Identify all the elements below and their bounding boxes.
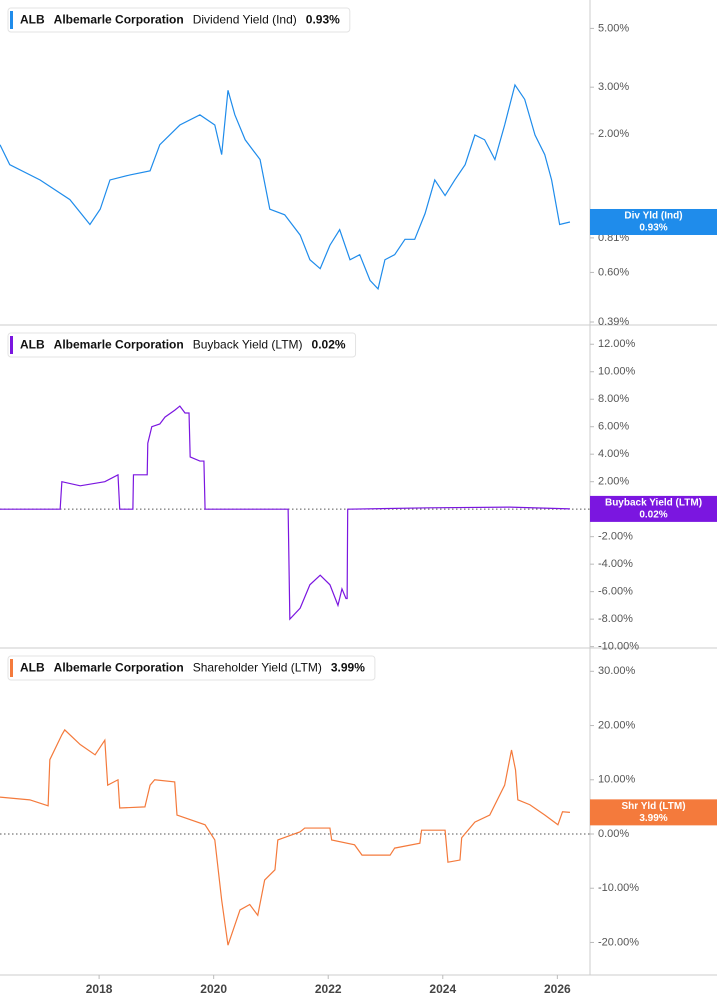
plot [0,83,571,291]
y-tick-label: 0.39% [598,316,629,328]
y-tick-label: -10.00% [598,641,639,653]
x-tick-label: 2026 [544,982,571,996]
header-box [7,332,357,358]
y-tick-label: -6.00% [598,586,633,598]
header-ticker: ALB [20,13,45,27]
header-last-value: 0.02% [312,338,346,352]
y-tick-label: -4.00% [598,558,633,570]
y-tick-label: 5.00% [598,22,629,34]
x-tick-label: 2022 [315,982,342,996]
plot [0,405,570,621]
y-tick-label: 8.00% [598,393,629,405]
y-tick-label: -2.00% [598,531,633,543]
series-line [0,83,571,291]
value-badge [590,799,717,826]
header-title: Shareholder Yield (LTM) [193,661,322,675]
y-tick-label: 30.00% [598,665,636,677]
header-ticker: ALB [20,661,45,675]
header-ticker: ALB [20,338,45,352]
header-accent [10,11,13,29]
y-tick-label: 6.00% [598,421,629,433]
header-accent [10,659,13,677]
series-line [0,728,570,946]
y-tick-label: 3.00% [598,81,629,93]
y-tick-label: -10.00% [598,882,639,894]
y-tick-label: 4.00% [598,448,629,460]
x-tick-label: 2024 [429,982,456,996]
header-last-value: 0.93% [306,13,340,27]
badge-name: Div Yld (Ind) [624,211,682,222]
header-company: Albemarle Corporation [54,13,184,27]
series-line [0,405,570,621]
y-tick-label: 0.60% [598,266,629,278]
header-company: Albemarle Corporation [54,338,184,352]
y-tick-label: 10.00% [598,366,636,378]
header-box [7,7,351,33]
header-last-value: 3.99% [331,661,365,675]
header-company: Albemarle Corporation [54,661,184,675]
badge-value: 0.02% [639,510,667,521]
x-tick-label: 2020 [200,982,227,996]
y-tick-label: 10.00% [598,774,636,786]
badge-value: 0.93% [639,223,667,234]
x-tick-label: 2018 [86,982,113,996]
header-accent [10,336,13,354]
y-tick-label: 2.00% [598,128,629,140]
value-badge [590,208,717,235]
header-box [7,655,376,681]
y-tick-label: 0.00% [598,828,629,840]
y-tick-label: -8.00% [598,613,633,625]
y-tick-label: 12.00% [598,338,636,350]
header-title: Buyback Yield (LTM) [193,338,303,352]
y-tick-label: -20.00% [598,936,639,948]
badge-name: Shr Yld (LTM) [621,801,685,812]
header-title: Dividend Yield (Ind) [193,13,297,27]
value-badge [590,495,717,522]
y-tick-label: 2.00% [598,476,629,488]
plot [0,728,570,946]
badge-value: 3.99% [639,813,667,824]
badge-name: Buyback Yield (LTM) [605,498,702,509]
y-tick-label: 20.00% [598,719,636,731]
